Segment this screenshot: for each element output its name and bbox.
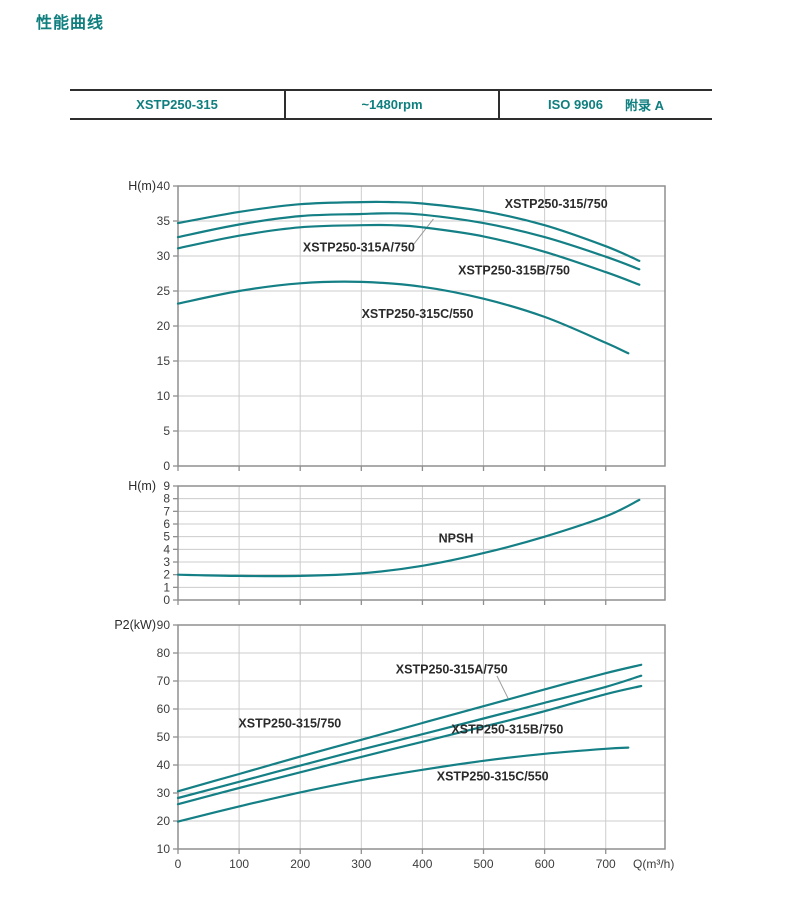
- y-tick-label: 80: [157, 646, 171, 660]
- y-tick-label: 25: [157, 284, 171, 298]
- y-tick-label: 9: [163, 479, 170, 493]
- y-tick-label: 5: [163, 424, 170, 438]
- x-tick-label: 200: [290, 857, 310, 871]
- y-tick-label: 10: [157, 389, 171, 403]
- curve-xstp250-315b-750: [176, 684, 643, 806]
- spec-cell-speed: ~1480rpm: [284, 91, 498, 118]
- y-axis-title: H(m): [128, 179, 156, 193]
- y-axis-title: H(m): [128, 479, 156, 493]
- iso-standard-label: ISO 9906: [548, 97, 603, 112]
- y-tick-label: 0: [163, 593, 170, 607]
- y-tick-label: 90: [157, 618, 171, 632]
- curve-xstp250-315c-550: [176, 280, 630, 355]
- y-tick-label: 2: [163, 568, 170, 582]
- y-tick-label: 30: [157, 786, 171, 800]
- x-tick-label: 600: [535, 857, 555, 871]
- annex-label: 附录 A: [624, 98, 664, 113]
- y-tick-label: 50: [157, 730, 171, 744]
- y-tick-label: 8: [163, 492, 170, 506]
- y-tick-label: 3: [163, 555, 170, 569]
- annotation-leader-line: [496, 675, 509, 699]
- x-tick-label: 400: [412, 857, 432, 871]
- x-tick-label: 300: [351, 857, 371, 871]
- y-tick-label: 7: [163, 504, 170, 518]
- x-tick-label: 700: [596, 857, 616, 871]
- curve-xstp250-315a-750: [176, 212, 641, 271]
- curve-xstp250-315b-750: [176, 223, 641, 286]
- curve-label-xstp250-315-750: XSTP250-315/750: [505, 197, 608, 211]
- y-tick-label: 5: [163, 530, 170, 544]
- x-tick-label: 0: [175, 857, 182, 871]
- y-tick-label: 15: [157, 354, 171, 368]
- y-tick-label: 10: [157, 842, 171, 856]
- y-tick-label: 40: [157, 179, 171, 193]
- y-tick-label: 70: [157, 674, 171, 688]
- curve-xstp250-315-750: [176, 663, 643, 793]
- pump-model-label: XSTP250-315: [136, 97, 218, 112]
- curve-label-xstp250-315c-550: XSTP250-315C/550: [362, 307, 474, 321]
- y-tick-label: 20: [157, 319, 171, 333]
- curve-xstp250-315c-550: [176, 746, 630, 823]
- curve-xstp250-315-750: [176, 200, 641, 262]
- spec-cell-model: XSTP250-315: [70, 91, 284, 118]
- y-tick-label: 30: [157, 249, 171, 263]
- curve-npsh: [176, 498, 641, 578]
- curve-label-npsh: NPSH: [439, 532, 474, 546]
- annotation-leader-line: [412, 218, 434, 246]
- y-tick-label: 6: [163, 517, 170, 531]
- spec-cell-standard: ISO 9906 附录 A: [498, 91, 712, 118]
- x-axis-title: Q(m³/h): [633, 857, 674, 871]
- curve-label-xstp250-315a-750: XSTP250-315A/750: [396, 663, 508, 677]
- y-axis-title: P2(kW): [114, 618, 156, 632]
- y-tick-label: 35: [157, 214, 171, 228]
- curve-label-xstp250-315b-750: XSTP250-315B/750: [451, 722, 563, 736]
- x-tick-label: 500: [474, 857, 494, 871]
- curve-label-xstp250-315c-550: XSTP250-315C/550: [437, 769, 549, 783]
- curve-label-xstp250-315a-750: XSTP250-315A/750: [303, 241, 415, 255]
- y-tick-label: 0: [163, 459, 170, 473]
- y-tick-label: 20: [157, 814, 171, 828]
- page-title: 性能曲线: [36, 15, 105, 32]
- y-tick-label: 40: [157, 758, 171, 772]
- curve-xstp250-315a-750: [176, 674, 643, 800]
- head-curve-chart: 0 5 10 15 20 25 30 35 40H(m) XSTP250-315/750 XSTP2…: [128, 179, 666, 473]
- spec-header-table: XSTP250-315 ~1480rpm ISO 9906 附录 A: [70, 89, 712, 120]
- plot-frame: [177, 485, 666, 601]
- y-tick-label: 4: [163, 542, 170, 556]
- curve-label-xstp250-315-750: XSTP250-315/750: [238, 717, 341, 731]
- curve-label-xstp250-315b-750: XSTP250-315B/750: [458, 264, 570, 278]
- pump-speed-label: ~1480rpm: [361, 97, 423, 112]
- x-tick-label: 100: [229, 857, 249, 871]
- y-tick-label: 1: [163, 580, 170, 594]
- y-tick-label: 60: [157, 702, 171, 716]
